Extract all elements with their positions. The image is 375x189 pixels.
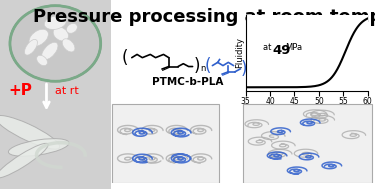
Text: (: ( xyxy=(205,57,211,75)
Ellipse shape xyxy=(44,16,66,29)
Text: -P: -P xyxy=(266,164,280,177)
Text: at rt: at rt xyxy=(56,86,79,96)
Ellipse shape xyxy=(42,42,58,60)
Ellipse shape xyxy=(10,6,101,81)
Text: ): ) xyxy=(193,57,200,75)
Text: PTMC-b-PLA: PTMC-b-PLA xyxy=(152,77,223,87)
Ellipse shape xyxy=(29,29,48,46)
FancyBboxPatch shape xyxy=(112,104,219,183)
FancyBboxPatch shape xyxy=(243,104,372,183)
Ellipse shape xyxy=(37,55,47,66)
Ellipse shape xyxy=(66,23,77,33)
Ellipse shape xyxy=(53,27,69,41)
Text: 49: 49 xyxy=(272,44,291,57)
Text: +P: +P xyxy=(9,83,33,98)
Ellipse shape xyxy=(0,115,60,149)
Text: (: ( xyxy=(122,49,128,67)
Ellipse shape xyxy=(62,39,75,52)
Text: ): ) xyxy=(240,60,247,78)
Ellipse shape xyxy=(24,39,38,55)
Text: at: at xyxy=(262,43,274,52)
FancyBboxPatch shape xyxy=(0,0,111,189)
Text: n: n xyxy=(200,64,206,73)
Text: m: m xyxy=(246,67,254,76)
X-axis label: Temp./°C: Temp./°C xyxy=(288,107,326,116)
Text: +P: +P xyxy=(263,126,283,139)
Text: Pressure processing at room temp.: Pressure processing at room temp. xyxy=(33,8,375,26)
Text: MPa: MPa xyxy=(286,43,303,52)
Y-axis label: Fluidity: Fluidity xyxy=(235,37,244,68)
Ellipse shape xyxy=(8,139,69,156)
Ellipse shape xyxy=(0,143,48,178)
